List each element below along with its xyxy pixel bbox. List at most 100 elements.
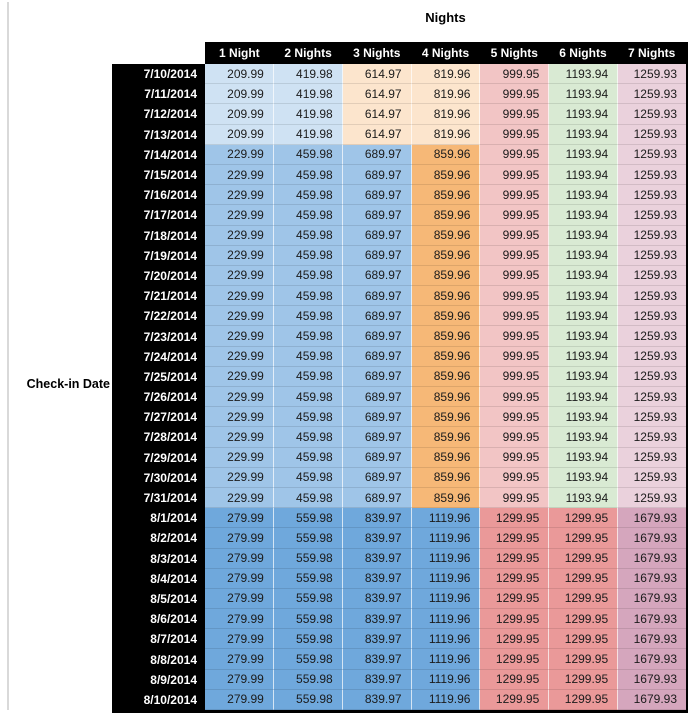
price-cell[interactable]: 1299.95 [549,649,619,670]
price-cell[interactable]: 1679.93 [618,528,687,549]
price-cell[interactable]: 614.97 [342,64,412,85]
price-cell[interactable]: 229.99 [205,205,274,226]
price-cell[interactable]: 859.96 [411,467,481,488]
price-cell[interactable]: 614.97 [342,84,412,105]
price-cell[interactable]: 1259.93 [618,64,687,85]
price-cell[interactable]: 1259.93 [618,387,687,408]
price-cell[interactable]: 459.98 [273,185,343,206]
row-header-date[interactable]: 7/18/2014 [112,225,205,246]
price-cell[interactable]: 559.98 [273,689,343,710]
price-cell[interactable]: 279.99 [205,588,274,610]
price-cell[interactable]: 1299.95 [480,528,550,549]
price-cell[interactable]: 1193.94 [549,286,619,307]
price-cell[interactable]: 1259.93 [618,306,687,327]
price-cell[interactable]: 999.95 [480,64,550,85]
price-cell[interactable]: 1299.95 [480,508,550,529]
price-cell[interactable]: 1193.94 [549,407,619,428]
price-cell[interactable]: 859.96 [411,387,481,408]
price-cell[interactable]: 279.99 [205,568,274,589]
price-cell[interactable]: 999.95 [480,144,550,165]
price-cell[interactable]: 859.96 [411,427,481,448]
row-header-date[interactable]: 7/11/2014 [112,84,205,105]
price-cell[interactable]: 459.98 [273,447,343,468]
price-cell[interactable]: 819.96 [411,104,481,125]
price-cell[interactable]: 999.95 [480,387,550,408]
price-cell[interactable]: 559.98 [273,568,343,589]
price-cell[interactable]: 839.97 [342,508,412,529]
price-cell[interactable]: 1259.93 [618,104,687,125]
price-cell[interactable]: 1259.93 [618,346,687,367]
price-cell[interactable]: 859.96 [411,225,481,246]
price-cell[interactable]: 419.98 [273,64,343,85]
price-cell[interactable]: 1299.95 [480,588,550,610]
price-cell[interactable]: 1259.93 [618,366,687,387]
price-cell[interactable]: 1259.93 [618,144,687,165]
row-header-date[interactable]: 7/26/2014 [112,387,205,408]
price-cell[interactable]: 1259.93 [618,467,687,488]
price-cell[interactable]: 999.95 [480,366,550,387]
price-cell[interactable]: 614.97 [342,104,412,125]
price-cell[interactable]: 859.96 [411,185,481,206]
price-cell[interactable]: 559.98 [273,528,343,549]
price-cell[interactable]: 999.95 [480,164,550,186]
price-cell[interactable]: 859.96 [411,245,481,266]
price-cell[interactable]: 459.98 [273,487,343,509]
price-cell[interactable]: 689.97 [342,387,412,408]
price-cell[interactable]: 459.98 [273,205,343,226]
price-cell[interactable]: 689.97 [342,346,412,367]
price-cell[interactable]: 1193.94 [549,144,619,165]
price-cell[interactable]: 1259.93 [618,427,687,448]
price-cell[interactable]: 689.97 [342,245,412,266]
row-header-date[interactable]: 8/4/2014 [112,568,205,589]
price-cell[interactable]: 999.95 [480,407,550,428]
price-cell[interactable]: 999.95 [480,346,550,367]
price-cell[interactable]: 229.99 [205,366,274,387]
price-cell[interactable]: 999.95 [480,225,550,246]
price-cell[interactable]: 1299.95 [480,568,550,589]
price-cell[interactable]: 1119.96 [411,568,481,589]
price-cell[interactable]: 1259.93 [618,225,687,246]
price-cell[interactable]: 1299.95 [549,609,619,630]
row-header-date[interactable]: 7/24/2014 [112,346,205,367]
row-header-date[interactable]: 7/12/2014 [112,104,205,125]
row-header-date[interactable]: 7/27/2014 [112,407,205,428]
price-cell[interactable]: 689.97 [342,286,412,307]
price-cell[interactable]: 859.96 [411,447,481,468]
price-cell[interactable]: 459.98 [273,286,343,307]
price-cell[interactable]: 689.97 [342,407,412,428]
price-cell[interactable]: 1259.93 [618,185,687,206]
price-cell[interactable]: 279.99 [205,508,274,529]
price-cell[interactable]: 1679.93 [618,689,687,710]
price-cell[interactable]: 229.99 [205,407,274,428]
price-cell[interactable]: 209.99 [205,104,274,125]
price-cell[interactable]: 859.96 [411,487,481,509]
price-cell[interactable]: 859.96 [411,366,481,387]
row-header-date[interactable]: 8/2/2014 [112,528,205,549]
price-cell[interactable]: 1679.93 [618,669,687,690]
price-cell[interactable]: 1299.95 [480,609,550,630]
price-cell[interactable]: 999.95 [480,84,550,105]
price-cell[interactable]: 1299.95 [549,568,619,589]
price-cell[interactable]: 1119.96 [411,548,481,569]
price-cell[interactable]: 859.96 [411,286,481,307]
price-cell[interactable]: 1679.93 [618,588,687,610]
price-cell[interactable]: 1259.93 [618,265,687,287]
price-cell[interactable]: 559.98 [273,548,343,569]
price-cell[interactable]: 1119.96 [411,528,481,549]
price-cell[interactable]: 1299.95 [549,669,619,690]
price-cell[interactable]: 1193.94 [549,225,619,246]
price-cell[interactable]: 999.95 [480,265,550,287]
price-cell[interactable]: 459.98 [273,164,343,186]
row-header-date[interactable]: 8/6/2014 [112,609,205,630]
price-cell[interactable]: 689.97 [342,164,412,186]
price-cell[interactable]: 229.99 [205,346,274,367]
price-cell[interactable]: 689.97 [342,326,412,347]
price-cell[interactable]: 229.99 [205,286,274,307]
price-cell[interactable]: 689.97 [342,144,412,165]
price-cell[interactable]: 1679.93 [618,508,687,529]
row-header-date[interactable]: 7/10/2014 [112,64,205,85]
price-cell[interactable]: 1119.96 [411,609,481,630]
price-cell[interactable]: 559.98 [273,609,343,630]
price-cell[interactable]: 1259.93 [618,407,687,428]
price-cell[interactable]: 1193.94 [549,346,619,367]
